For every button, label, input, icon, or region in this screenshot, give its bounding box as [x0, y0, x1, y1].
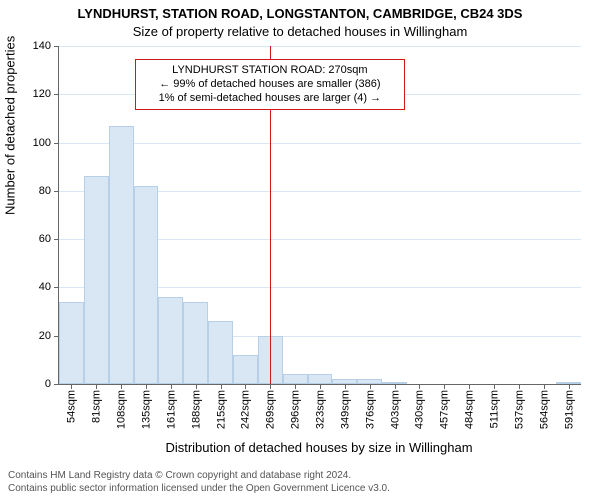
annotation-line: 1% of semi-detached houses are larger (4… [146, 92, 394, 106]
x-tick-mark [146, 384, 147, 389]
y-tick-label: 120 [33, 88, 59, 100]
y-tick-label: 60 [39, 233, 59, 245]
y-tick-label: 0 [45, 378, 59, 390]
x-tick-mark [469, 384, 470, 389]
gridline [59, 46, 581, 47]
footer-line-2: Contains public sector information licen… [8, 483, 390, 496]
x-tick-mark [295, 384, 296, 389]
x-tick-mark [245, 384, 246, 389]
x-tick-mark [519, 384, 520, 389]
x-tick-mark [221, 384, 222, 389]
histogram-bar [109, 126, 134, 384]
x-tick-label: 215sqm [215, 390, 227, 429]
x-tick-label: 242sqm [240, 390, 252, 429]
histogram-bar [308, 374, 333, 384]
x-tick-mark [196, 384, 197, 389]
histogram-bar [208, 321, 233, 384]
x-tick-label: 484sqm [464, 390, 476, 429]
chart-title-main: LYNDHURST, STATION ROAD, LONGSTANTON, CA… [0, 6, 600, 21]
annotation-line: ← 99% of detached houses are smaller (38… [146, 78, 394, 92]
x-tick-label: 188sqm [190, 390, 202, 429]
x-tick-label: 161sqm [165, 390, 177, 429]
y-tick-label: 40 [39, 281, 59, 293]
x-tick-label: 457sqm [439, 390, 451, 429]
x-tick-mark [171, 384, 172, 389]
gridline [59, 143, 581, 144]
x-tick-mark [395, 384, 396, 389]
y-tick-label: 140 [33, 40, 59, 52]
x-tick-mark [370, 384, 371, 389]
x-tick-mark [270, 384, 271, 389]
histogram-bar [84, 176, 109, 384]
footer-attribution: Contains HM Land Registry data © Crown c… [8, 470, 390, 495]
histogram-bar [233, 355, 258, 384]
y-tick-label: 100 [33, 137, 59, 149]
x-tick-label: 81sqm [91, 390, 103, 423]
x-tick-label: 591sqm [563, 390, 575, 429]
x-tick-label: 323sqm [315, 390, 327, 429]
x-tick-label: 403sqm [389, 390, 401, 429]
x-tick-label: 269sqm [265, 390, 277, 429]
x-tick-label: 54sqm [66, 390, 78, 423]
histogram-bar [134, 186, 159, 384]
annotation-line: LYNDHURST STATION ROAD: 270sqm [146, 64, 394, 78]
x-tick-mark [71, 384, 72, 389]
histogram-bar [59, 302, 84, 384]
plot-area: 02040608010012014054sqm81sqm108sqm135sqm… [58, 46, 581, 385]
x-tick-mark [121, 384, 122, 389]
annotation-box: LYNDHURST STATION ROAD: 270sqm← 99% of d… [135, 59, 405, 110]
y-tick-label: 20 [39, 330, 59, 342]
chart-container: LYNDHURST, STATION ROAD, LONGSTANTON, CA… [0, 0, 600, 500]
x-tick-label: 108sqm [116, 390, 128, 429]
chart-title-sub: Size of property relative to detached ho… [0, 24, 600, 39]
x-tick-mark [569, 384, 570, 389]
x-tick-label: 430sqm [414, 390, 426, 429]
x-tick-mark [419, 384, 420, 389]
x-tick-mark [444, 384, 445, 389]
x-tick-label: 349sqm [339, 390, 351, 429]
x-tick-mark [494, 384, 495, 389]
histogram-bar [183, 302, 208, 384]
x-tick-mark [96, 384, 97, 389]
x-tick-label: 564sqm [538, 390, 550, 429]
y-tick-label: 80 [39, 185, 59, 197]
x-tick-label: 376sqm [364, 390, 376, 429]
histogram-bar [283, 374, 308, 384]
x-tick-mark [345, 384, 346, 389]
histogram-bar [158, 297, 183, 384]
footer-line-1: Contains HM Land Registry data © Crown c… [8, 470, 390, 483]
x-tick-label: 296sqm [290, 390, 302, 429]
x-tick-label: 511sqm [489, 390, 501, 428]
x-tick-label: 135sqm [141, 390, 153, 429]
x-axis-label: Distribution of detached houses by size … [58, 440, 580, 455]
x-tick-mark [544, 384, 545, 389]
x-tick-mark [320, 384, 321, 389]
x-tick-label: 537sqm [513, 390, 525, 429]
